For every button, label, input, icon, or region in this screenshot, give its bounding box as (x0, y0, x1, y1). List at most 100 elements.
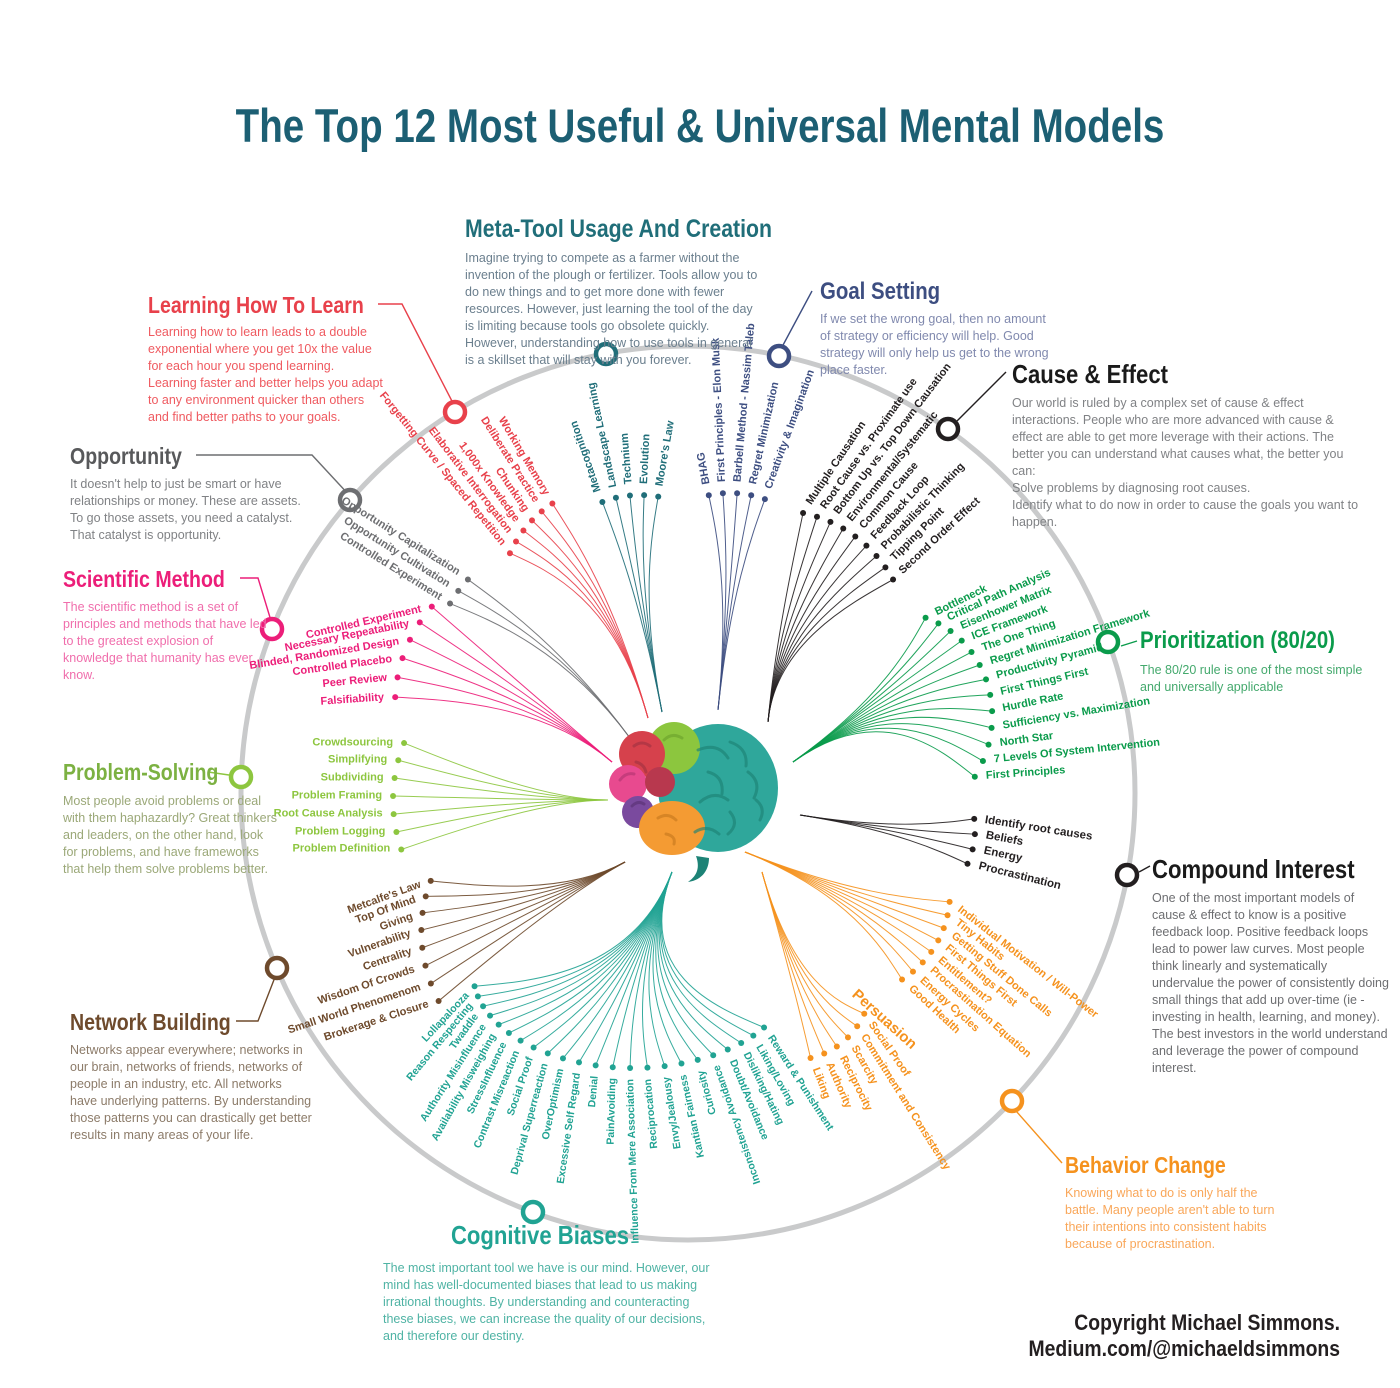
branch-line (717, 498, 766, 711)
item-dot (987, 691, 994, 698)
item-dot (833, 1043, 840, 1050)
cluster-item: Problem Logging (294, 825, 386, 838)
item-dot (827, 518, 834, 525)
item-dot (406, 636, 413, 643)
category-node-goal (766, 343, 792, 369)
item-dot (592, 1062, 599, 1069)
branch-line (430, 861, 626, 984)
item-dot (641, 492, 648, 499)
item-dot (863, 542, 870, 549)
item-dot (401, 740, 408, 747)
branch-line (642, 495, 663, 713)
item-dot (520, 527, 527, 534)
item-dot (899, 976, 906, 983)
header-connector (236, 971, 278, 1022)
branch-line (541, 511, 649, 719)
category-desc-opportunity: It doesn't help to just be smart or have… (70, 477, 301, 542)
copyright-text: Copyright Michael Simmons. Medium.com/@m… (1028, 1310, 1340, 1361)
branch-line (799, 814, 975, 835)
header-connector (378, 303, 456, 408)
branch-line (648, 496, 663, 713)
branch-line (761, 871, 865, 1015)
branch-line (401, 799, 609, 850)
outer-ring (238, 343, 1138, 1243)
item-dot (738, 1039, 745, 1046)
item-dot (807, 1055, 814, 1062)
item-dot (435, 998, 442, 1005)
branch-line (403, 742, 609, 801)
item-dot (761, 496, 768, 503)
item-dot (710, 1052, 717, 1059)
branch-line (562, 871, 673, 1059)
category-desc-prioritization: The 80/20 rule is one of the most simple… (1140, 663, 1363, 694)
item-dot (517, 1037, 524, 1044)
category-desc-learning: Learning how to learn leads to a double … (148, 325, 383, 424)
category-node-opportunity (337, 487, 363, 513)
item-dot (394, 674, 401, 681)
category-desc-cognitive: The most important tool we have is our m… (383, 1261, 710, 1343)
item-dot (464, 576, 471, 583)
header-connector (1015, 1110, 1063, 1164)
branch-line (767, 516, 818, 723)
category-title-network: Network Building (70, 1009, 231, 1035)
item-dot (422, 893, 429, 900)
item-dot (705, 492, 712, 499)
branch-line (489, 871, 673, 1017)
item-dot (734, 490, 741, 497)
item-dot (513, 538, 520, 545)
item-dot (979, 758, 986, 765)
header-connector (240, 577, 273, 625)
item-dot (890, 576, 897, 583)
category-title-problem: Problem-Solving (63, 759, 219, 785)
category-node-meta_tool (593, 341, 619, 367)
header-connector (956, 371, 1007, 422)
item-dot (575, 1059, 582, 1066)
branch-line (792, 731, 976, 778)
item-dot (873, 552, 880, 559)
cluster-item: Problem Framing (291, 789, 383, 802)
item-dot (661, 1063, 668, 1070)
item-dot (391, 774, 398, 781)
branch-line (409, 639, 613, 763)
branch-line (629, 871, 673, 1068)
branch-line (792, 617, 927, 763)
item-dot (644, 1064, 651, 1071)
category-title-scientific: Scientific Method (63, 566, 225, 592)
item-dot (909, 968, 916, 975)
category-node-compound (1114, 862, 1140, 888)
item-dot (549, 500, 556, 507)
item-dot (983, 676, 990, 683)
item-dot (678, 1060, 685, 1067)
category-desc-meta_tool: Imagine trying to compete as a farmer wi… (465, 251, 758, 367)
branch-line (449, 603, 631, 739)
cluster-item: Root Cause Analysis (273, 807, 383, 820)
item-dot (390, 811, 397, 818)
item-dot (800, 509, 807, 516)
branch-line (767, 579, 894, 723)
item-dot (976, 662, 983, 669)
branch-line (761, 871, 849, 1038)
item-dot (474, 993, 481, 1000)
item-dot (422, 962, 429, 969)
item-dot (971, 773, 978, 780)
item-dot (989, 708, 996, 715)
item-dot (487, 1012, 494, 1019)
branch-line (438, 861, 626, 1002)
item-dot (719, 490, 726, 497)
item-dot (528, 517, 535, 524)
branch-line (498, 871, 673, 1026)
item-dot (612, 494, 619, 501)
category-desc-problem: Most people avoid problems or deal with … (63, 794, 277, 876)
branch-line (402, 657, 613, 763)
item-dot (971, 815, 978, 822)
item-dot (471, 983, 478, 990)
item-dot (750, 1032, 757, 1039)
item-dot (988, 724, 995, 731)
branch-line (395, 696, 613, 763)
category-desc-scientific: The scientific method is a set of princi… (63, 600, 267, 682)
branch-line (419, 622, 613, 763)
item-dot (609, 1064, 616, 1071)
item-dot (985, 741, 992, 748)
item-dot (427, 980, 434, 987)
item-dot (968, 649, 975, 656)
